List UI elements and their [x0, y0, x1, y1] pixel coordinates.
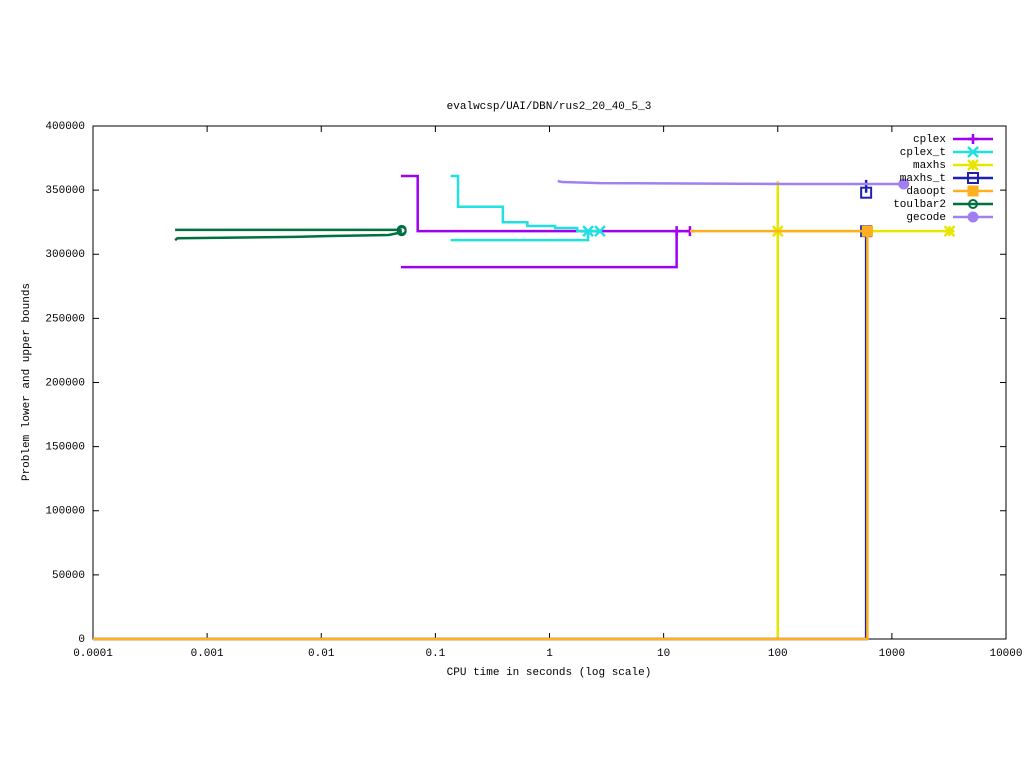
legend-label: gecode — [906, 212, 946, 224]
marker — [396, 226, 407, 237]
marker — [594, 225, 606, 238]
y-axis-label: Problem lower and upper bounds — [21, 283, 33, 481]
legend-label: cplex_t — [900, 147, 946, 159]
marker — [943, 225, 956, 238]
marker — [898, 178, 910, 190]
chart-title: evalwcsp/UAI/DBN/rus2_20_40_5_3 — [447, 101, 652, 113]
marker — [671, 226, 682, 237]
y-tick-label: 250000 — [45, 313, 85, 325]
marker — [861, 225, 873, 237]
marker — [860, 186, 873, 199]
series-line — [450, 174, 600, 242]
marker — [582, 225, 595, 238]
legend-marker — [967, 146, 979, 158]
x-tick-label: 0.1 — [425, 648, 445, 660]
legend-marker — [968, 134, 978, 144]
x-axis-label: CPU time in seconds (log scale) — [447, 667, 652, 679]
legend-marker — [967, 172, 979, 184]
series-line — [93, 229, 869, 641]
x-tick-label: 0.0001 — [73, 648, 113, 660]
y-tick-label: 200000 — [45, 377, 85, 389]
legend-label: maxhs_t — [900, 173, 946, 185]
legend-label: daoopt — [906, 186, 946, 198]
legend-marker — [967, 185, 979, 197]
x-tick-label: 10 — [657, 648, 670, 660]
y-tick-label: 400000 — [45, 121, 85, 133]
series-line — [401, 174, 690, 269]
y-tick-label: 150000 — [45, 442, 85, 454]
legend-marker — [968, 199, 978, 209]
series-line — [557, 179, 904, 186]
y-tick-label: 100000 — [45, 506, 85, 518]
legend-marker — [967, 159, 979, 171]
legend-label: cplex — [913, 134, 946, 146]
y-tick-label: 350000 — [45, 185, 85, 197]
x-tick-label: 10000 — [989, 648, 1022, 660]
x-tick-label: 0.001 — [191, 648, 224, 660]
legend-label: toulbar2 — [893, 199, 946, 211]
x-tick-label: 100 — [768, 648, 788, 660]
x-tick-label: 1 — [546, 648, 553, 660]
legend-marker — [967, 211, 979, 223]
legend-label: maxhs — [913, 160, 946, 172]
y-tick-label: 50000 — [52, 570, 85, 582]
y-tick-label: 0 — [78, 634, 85, 646]
x-tick-label: 1000 — [879, 648, 905, 660]
y-tick-label: 300000 — [45, 249, 85, 261]
x-tick-label: 0.01 — [308, 648, 335, 660]
